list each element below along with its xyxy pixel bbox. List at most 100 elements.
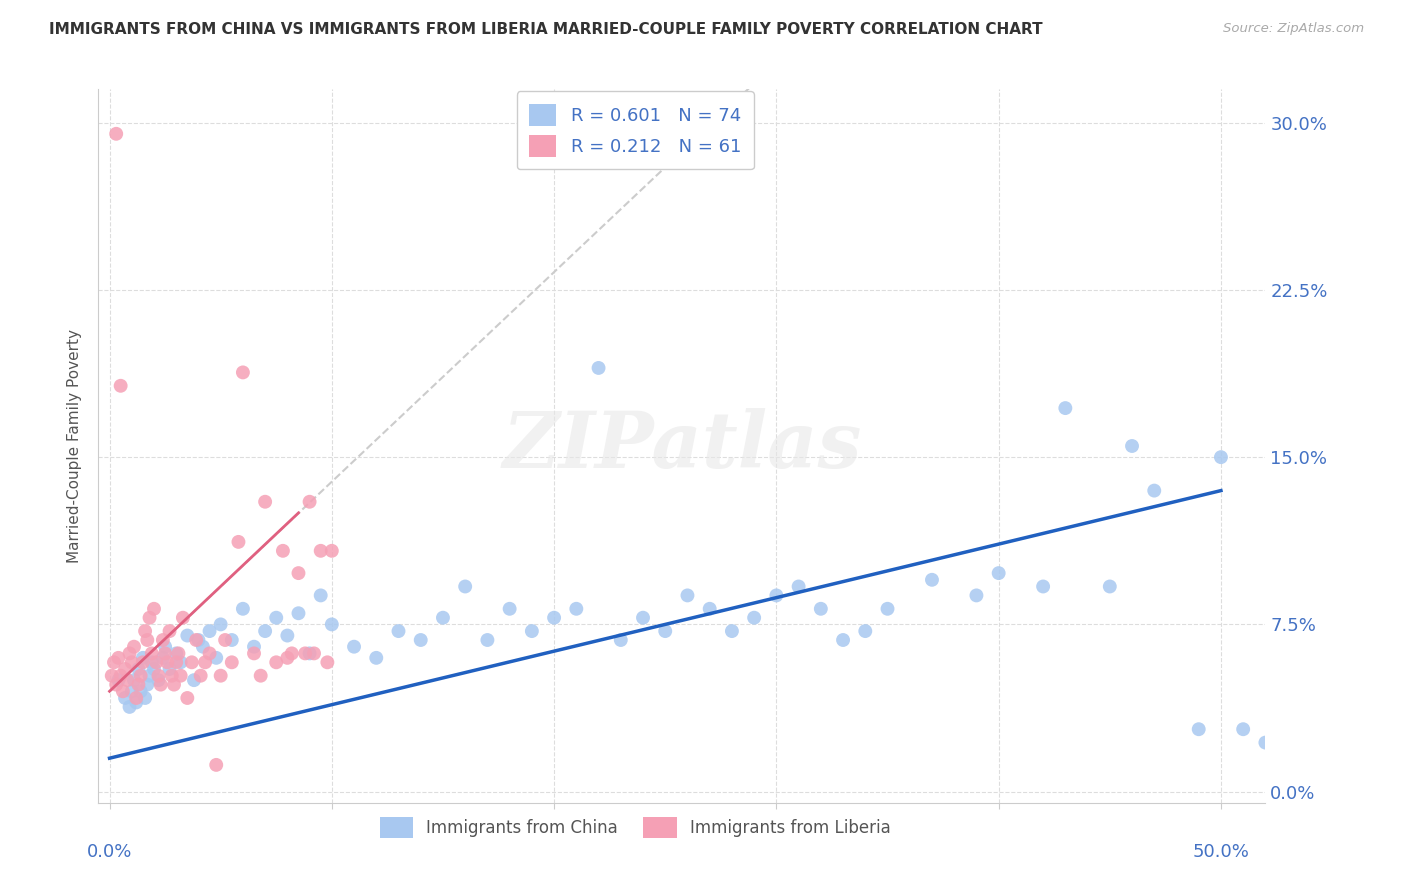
- Point: [1188, 723, 1211, 737]
- Point: [141, 646, 163, 660]
- Point: [228, 534, 250, 549]
- Point: [249, 669, 271, 683]
- Point: [169, 655, 191, 669]
- Point: [276, 651, 298, 665]
- Point: [143, 601, 166, 615]
- Point: [298, 494, 321, 508]
- Text: 50.0%: 50.0%: [1192, 843, 1250, 861]
- Point: [271, 543, 294, 558]
- Point: [172, 610, 194, 624]
- Point: [1098, 580, 1121, 594]
- Point: [134, 690, 156, 705]
- Point: [287, 607, 309, 621]
- Point: [209, 617, 232, 632]
- Point: [121, 655, 143, 669]
- Point: [987, 566, 1010, 580]
- Point: [127, 662, 149, 676]
- Point: [114, 662, 136, 676]
- Point: [132, 655, 155, 669]
- Text: 0.0%: 0.0%: [87, 843, 132, 861]
- Point: [321, 543, 343, 558]
- Point: [149, 678, 172, 692]
- Point: [191, 640, 214, 654]
- Point: [610, 633, 633, 648]
- Point: [145, 655, 167, 669]
- Point: [190, 669, 212, 683]
- Point: [159, 624, 181, 639]
- Point: [103, 655, 125, 669]
- Point: [176, 690, 198, 705]
- Point: [699, 601, 721, 615]
- Point: [100, 669, 122, 683]
- Point: [787, 580, 810, 594]
- Point: [409, 633, 432, 648]
- Point: [276, 628, 298, 642]
- Point: [118, 646, 141, 660]
- Point: [107, 673, 129, 687]
- Point: [287, 566, 309, 580]
- Point: [198, 646, 221, 660]
- Point: [387, 624, 409, 639]
- Point: [129, 684, 152, 698]
- Point: [167, 646, 190, 660]
- Point: [105, 678, 128, 692]
- Point: [125, 690, 148, 705]
- Point: [121, 684, 143, 698]
- Point: [810, 601, 832, 615]
- Point: [243, 646, 266, 660]
- Point: [110, 669, 132, 683]
- Point: [965, 589, 987, 603]
- Point: [1032, 580, 1054, 594]
- Point: [209, 669, 232, 683]
- Point: [107, 651, 129, 665]
- Point: [156, 655, 179, 669]
- Point: [1254, 735, 1277, 749]
- Point: [316, 655, 339, 669]
- Point: [1232, 723, 1254, 737]
- Point: [454, 580, 477, 594]
- Point: [118, 699, 141, 714]
- Point: [321, 617, 343, 632]
- Point: [654, 624, 676, 639]
- Point: [198, 624, 221, 639]
- Point: [309, 589, 332, 603]
- Point: [588, 360, 610, 375]
- Point: [302, 646, 325, 660]
- Text: Source: ZipAtlas.com: Source: ZipAtlas.com: [1223, 22, 1364, 36]
- Point: [309, 543, 332, 558]
- Point: [159, 662, 181, 676]
- Point: [477, 633, 499, 648]
- Point: [232, 366, 254, 380]
- Point: [122, 673, 145, 687]
- Point: [127, 678, 149, 692]
- Point: [366, 651, 388, 665]
- Point: [254, 494, 277, 508]
- Point: [921, 573, 943, 587]
- Point: [205, 758, 228, 772]
- Point: [165, 646, 187, 660]
- Point: [134, 624, 156, 639]
- Point: [111, 684, 134, 698]
- Point: [243, 640, 266, 654]
- Point: [138, 669, 160, 683]
- Point: [294, 646, 316, 660]
- Point: [132, 651, 155, 665]
- Point: [343, 640, 366, 654]
- Point: [676, 589, 699, 603]
- Point: [122, 640, 145, 654]
- Y-axis label: Married-Couple Family Poverty: Married-Couple Family Poverty: [67, 329, 83, 563]
- Point: [1121, 439, 1143, 453]
- Text: ZIPatlas: ZIPatlas: [502, 408, 862, 484]
- Point: [254, 624, 277, 639]
- Point: [114, 690, 136, 705]
- Point: [1209, 450, 1232, 464]
- Point: [136, 678, 159, 692]
- Point: [432, 610, 454, 624]
- Point: [876, 601, 898, 615]
- Point: [221, 655, 243, 669]
- Point: [176, 628, 198, 642]
- Point: [264, 655, 287, 669]
- Point: [148, 669, 170, 683]
- Point: [298, 646, 321, 660]
- Point: [180, 655, 202, 669]
